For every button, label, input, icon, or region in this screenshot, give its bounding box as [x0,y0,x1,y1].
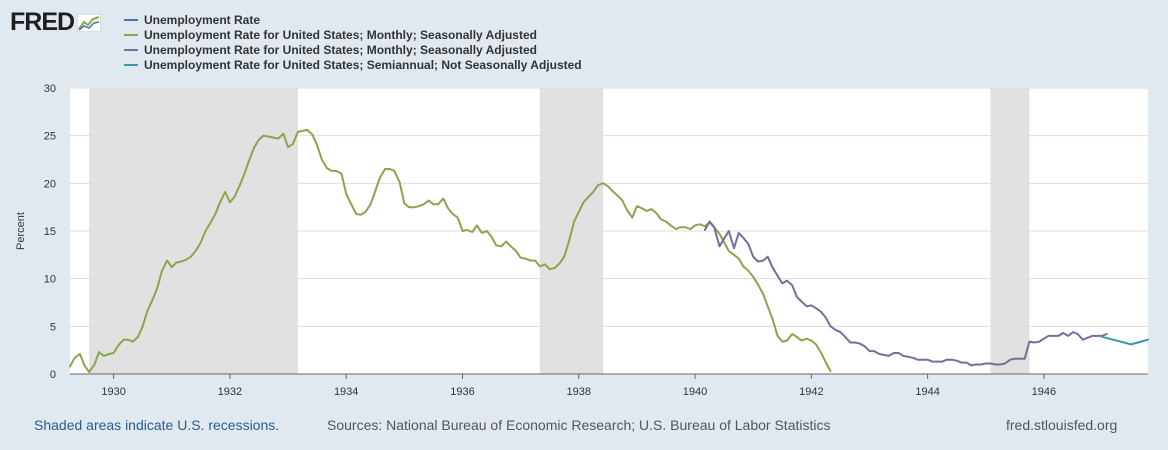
legend-label: Unemployment Rate [144,12,261,27]
y-tick-label: 5 [50,321,56,333]
x-tick-label: 1938 [567,386,591,398]
y-axis-label: Percent [15,212,27,250]
x-tick-label: 1936 [450,386,474,398]
x-tick-label: 1944 [915,386,939,398]
legend-item[interactable]: Unemployment Rate for United States; Mon… [124,42,582,57]
legend-swatch [124,33,138,36]
legend-label: Unemployment Rate for United States; Sem… [144,57,582,72]
recessions-note: Shaded areas indicate U.S. recessions. [34,417,280,433]
chart-legend: Unemployment Rate Unemployment Rate for … [124,12,582,72]
legend-swatch [124,48,138,51]
series-line [69,128,832,374]
legend-label: Unemployment Rate for United States; Mon… [144,42,537,57]
sources-note: Sources: National Bureau of Economic Res… [327,417,831,433]
x-tick-label: 1930 [101,386,125,398]
series-line [703,220,1108,367]
y-tick-label: 20 [44,178,56,190]
y-tick-label: 0 [50,369,56,381]
site-link[interactable]: fred.stlouisfed.org [1006,417,1118,433]
line-chart: 0 5 10 15 20 25 30 1930 1932 1934 1936 1938 1940 1942… [15,83,1149,398]
x-tick-label: 1946 [1032,386,1056,398]
legend-swatch [124,63,138,66]
y-tick-label: 15 [44,226,56,238]
x-tick-label: 1940 [683,386,707,398]
legend-item[interactable]: Unemployment Rate for United States; Mon… [124,27,582,42]
fred-logo[interactable]: FRED [10,8,102,37]
line-chart-icon [77,13,102,32]
x-tick-label: 1934 [334,386,358,398]
legend-item[interactable]: Unemployment Rate [124,12,582,27]
series-line [1101,335,1149,346]
legend-swatch [124,18,138,21]
x-tick-label: 1942 [799,386,823,398]
legend-label: Unemployment Rate for United States; Mon… [144,27,537,42]
x-tick-label: 1932 [218,386,242,398]
legend-item[interactable]: Unemployment Rate for United States; Sem… [124,57,582,72]
y-tick-label: 25 [44,131,56,143]
y-tick-label: 30 [44,83,56,95]
logo-text: FRED [10,8,75,36]
y-tick-label: 10 [44,274,56,286]
